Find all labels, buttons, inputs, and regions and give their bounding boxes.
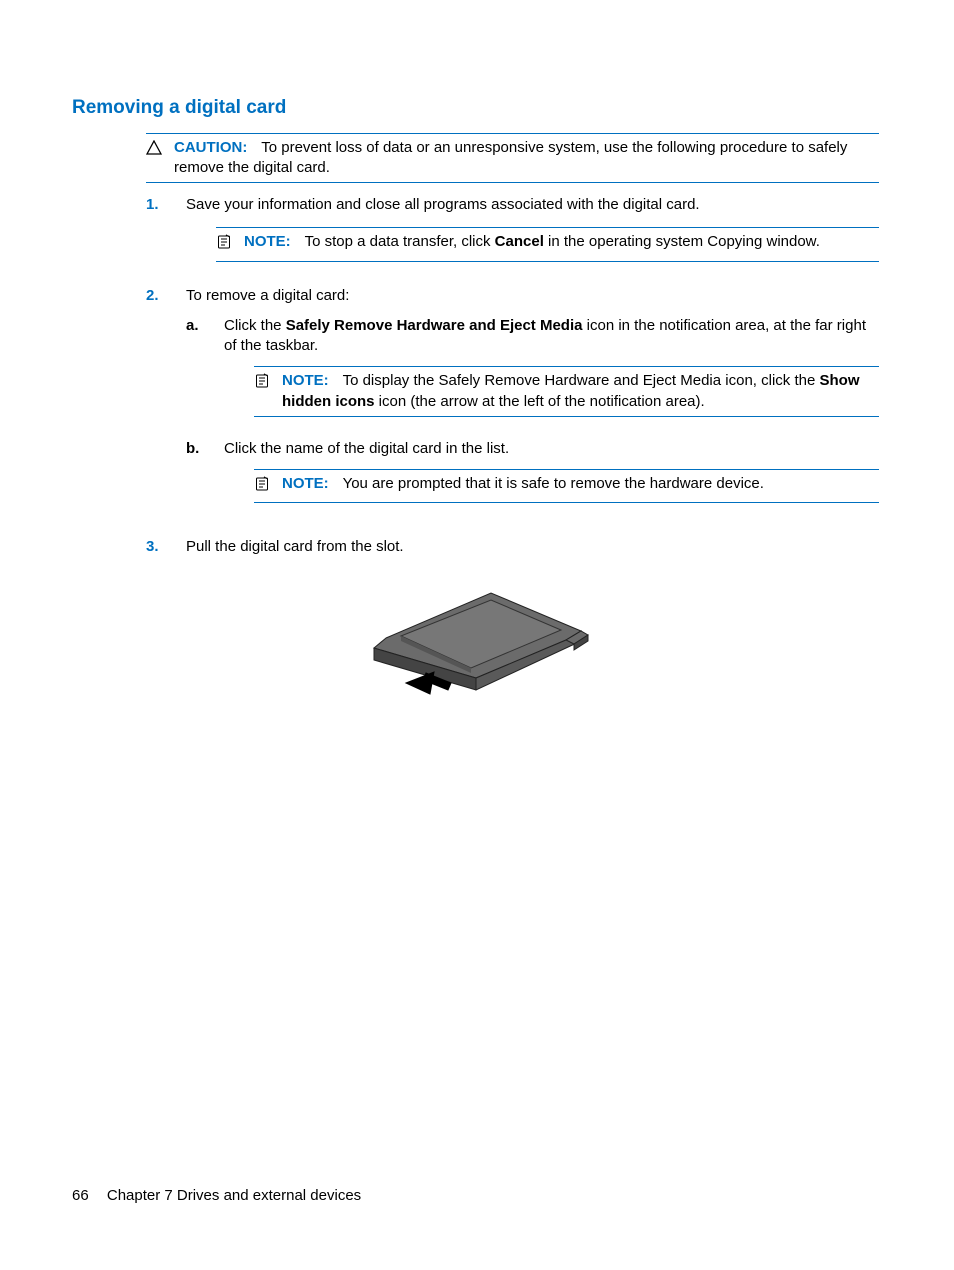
note-text-post: icon (the arrow at the left of the notif…	[375, 393, 705, 410]
section-heading: Removing a digital card	[72, 95, 879, 121]
note-admonition: NOTE: You are prompted that it is safe t…	[254, 469, 879, 503]
substep-text-pre: Click the	[224, 317, 286, 334]
note-text-post: in the operating system Copying window.	[544, 233, 820, 250]
page-number: 66	[72, 1187, 89, 1204]
step-text: To remove a digital card:	[186, 287, 349, 304]
step-text: Pull the digital card from the slot.	[186, 538, 404, 555]
note-label: NOTE:	[282, 372, 329, 389]
note-icon	[216, 232, 234, 256]
page-footer: 66 Chapter 7 Drives and external devices	[72, 1186, 361, 1206]
caution-icon	[146, 138, 164, 162]
step-3: 3. Pull the digital card from the slot.	[146, 537, 879, 557]
substep-text-bold: Safely Remove Hardware and Eject Media	[286, 317, 583, 334]
step-number: 3.	[146, 537, 164, 557]
caution-label: CAUTION:	[174, 139, 247, 156]
document-page: Removing a digital card CAUTION: To prev…	[0, 0, 954, 1270]
step-1: 1. Save your information and close all p…	[146, 195, 879, 274]
caution-text: To prevent loss of data or an unresponsi…	[174, 139, 847, 176]
note-label: NOTE:	[282, 475, 329, 492]
note-icon	[254, 474, 272, 498]
steps-list: 1. Save your information and close all p…	[146, 195, 879, 558]
illustration	[72, 578, 879, 734]
note-text-pre: To stop a data transfer, click	[305, 233, 495, 250]
note-admonition: NOTE: To display the Safely Remove Hardw…	[254, 366, 879, 417]
note-text-pre: To display the Safely Remove Hardware an…	[343, 372, 820, 389]
substep-a: a. Click the Safely Remove Hardware and …	[186, 316, 879, 429]
note-text-bold: Cancel	[495, 233, 544, 250]
step-number: 1.	[146, 195, 164, 274]
substep-b: b. Click the name of the digital card in…	[186, 439, 879, 516]
substeps-list: a. Click the Safely Remove Hardware and …	[186, 316, 879, 516]
substep-text: Click the name of the digital card in th…	[224, 440, 509, 457]
substep-letter: b.	[186, 439, 204, 516]
note-icon	[254, 371, 272, 395]
note-text: You are prompted that it is safe to remo…	[343, 475, 764, 492]
note-label: NOTE:	[244, 233, 291, 250]
step-text: Save your information and close all prog…	[186, 196, 700, 213]
substep-letter: a.	[186, 316, 204, 429]
step-2: 2. To remove a digital card: a. Click th…	[146, 286, 879, 526]
note-admonition: NOTE: To stop a data transfer, click Can…	[216, 227, 879, 261]
chapter-title: Chapter 7 Drives and external devices	[107, 1187, 361, 1204]
caution-admonition: CAUTION: To prevent loss of data or an u…	[146, 133, 879, 184]
step-number: 2.	[146, 286, 164, 526]
